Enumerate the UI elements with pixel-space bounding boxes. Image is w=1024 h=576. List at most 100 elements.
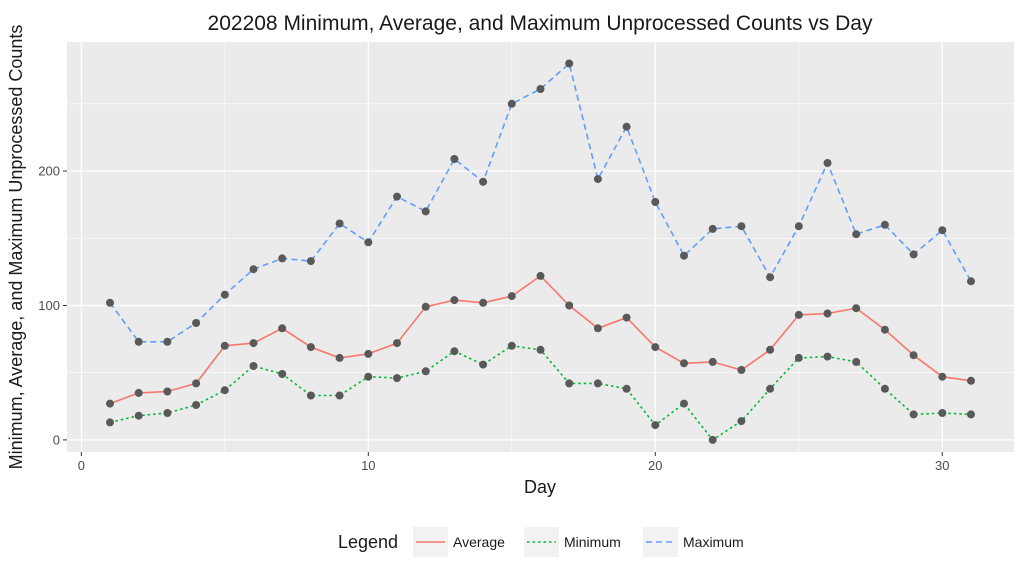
plot-panel: [67, 42, 1014, 452]
data-point-average: [794, 310, 803, 319]
data-point-maximum: [249, 265, 258, 274]
data-point-maximum: [708, 224, 717, 233]
data-point-average: [335, 353, 344, 362]
data-point-maximum: [680, 251, 688, 260]
data-point-minimum: [708, 435, 717, 444]
data-point-minimum: [823, 352, 832, 361]
y-tick-label: 0: [53, 432, 60, 447]
data-point-maximum: [852, 230, 861, 239]
data-point-minimum: [106, 418, 114, 427]
data-point-average: [364, 349, 373, 358]
data-point-maximum: [823, 159, 832, 167]
data-point-average: [823, 309, 832, 318]
data-point-maximum: [967, 277, 975, 286]
legend-label: Minimum: [564, 534, 621, 550]
x-tick-label: 10: [361, 458, 375, 473]
data-point-average: [306, 343, 315, 352]
data-point-maximum: [220, 290, 229, 299]
data-point-minimum: [192, 401, 201, 409]
data-point-average: [680, 359, 688, 368]
data-point-minimum: [967, 410, 975, 419]
data-point-minimum: [163, 409, 172, 417]
y-axis-title: Minimum, Average, and Maximum Unprocesse…: [6, 25, 26, 470]
data-point-maximum: [737, 222, 746, 231]
data-point-average: [192, 379, 201, 388]
data-point-maximum: [106, 298, 114, 307]
data-point-average: [163, 387, 172, 396]
data-point-average: [249, 339, 258, 348]
data-point-minimum: [794, 353, 803, 362]
data-point-maximum: [306, 257, 315, 266]
data-point-maximum: [766, 273, 775, 282]
data-point-average: [852, 304, 861, 313]
data-point-maximum: [507, 99, 516, 108]
legend-item-average: Average: [413, 527, 505, 557]
data-point-average: [766, 345, 775, 354]
data-point-maximum: [364, 238, 373, 247]
data-point-minimum: [335, 391, 344, 400]
legend-label: Average: [453, 534, 505, 550]
data-point-average: [393, 339, 401, 348]
data-point-average: [278, 324, 287, 333]
data-points: [106, 59, 975, 444]
data-point-maximum: [536, 85, 545, 93]
data-point-maximum: [651, 198, 660, 206]
x-tick-label: 0: [78, 458, 85, 473]
data-point-average: [880, 325, 889, 334]
data-point-average: [967, 376, 975, 385]
data-point-maximum: [794, 222, 803, 231]
data-point-minimum: [622, 384, 631, 393]
data-point-minimum: [306, 391, 315, 400]
data-point-maximum: [565, 59, 574, 68]
data-point-minimum: [536, 345, 545, 354]
data-point-minimum: [593, 379, 602, 388]
data-point-maximum: [134, 337, 143, 346]
data-point-maximum: [393, 192, 401, 201]
data-point-minimum: [680, 399, 688, 408]
data-point-average: [737, 366, 746, 374]
data-point-average: [938, 372, 947, 381]
data-point-minimum: [565, 379, 574, 388]
data-point-minimum: [766, 384, 775, 393]
data-point-average: [479, 298, 488, 307]
data-point-maximum: [450, 155, 459, 163]
data-point-minimum: [364, 372, 373, 381]
data-point-minimum: [938, 409, 947, 417]
data-point-average: [507, 292, 516, 301]
x-tick-label: 20: [648, 458, 662, 473]
data-point-minimum: [278, 370, 287, 378]
data-point-minimum: [134, 411, 143, 420]
data-point-maximum: [938, 226, 947, 235]
data-point-average: [536, 271, 545, 280]
legend-title: Legend: [338, 532, 398, 552]
y-tick-label: 200: [38, 164, 60, 179]
x-axis-ticks: 0 10 20 30: [78, 452, 949, 473]
legend-label: Maximum: [683, 534, 744, 550]
x-axis-title: Day: [524, 477, 556, 497]
y-tick-label: 100: [38, 298, 60, 313]
data-point-maximum: [909, 250, 918, 259]
data-point-minimum: [909, 410, 918, 419]
data-point-average: [134, 388, 143, 397]
data-point-minimum: [507, 341, 516, 350]
data-point-maximum: [880, 220, 889, 229]
data-point-average: [220, 341, 229, 350]
data-point-minimum: [220, 386, 229, 395]
chart-title: 202208 Minimum, Average, and Maximum Unp…: [208, 12, 873, 35]
data-point-minimum: [479, 360, 488, 369]
data-point-average: [565, 301, 574, 310]
data-point-maximum: [479, 177, 488, 186]
data-point-maximum: [335, 219, 344, 228]
data-point-average: [708, 357, 717, 366]
data-point-maximum: [278, 254, 287, 263]
y-axis-ticks: 0 100 200: [38, 164, 67, 447]
data-point-maximum: [192, 319, 201, 327]
data-point-minimum: [737, 417, 746, 426]
data-point-maximum: [593, 175, 602, 184]
data-point-average: [106, 399, 114, 408]
data-point-maximum: [163, 337, 172, 346]
data-point-minimum: [421, 367, 430, 376]
legend-item-maximum: Maximum: [643, 527, 744, 557]
minor-gridlines: [67, 42, 1014, 452]
data-point-minimum: [393, 374, 401, 383]
